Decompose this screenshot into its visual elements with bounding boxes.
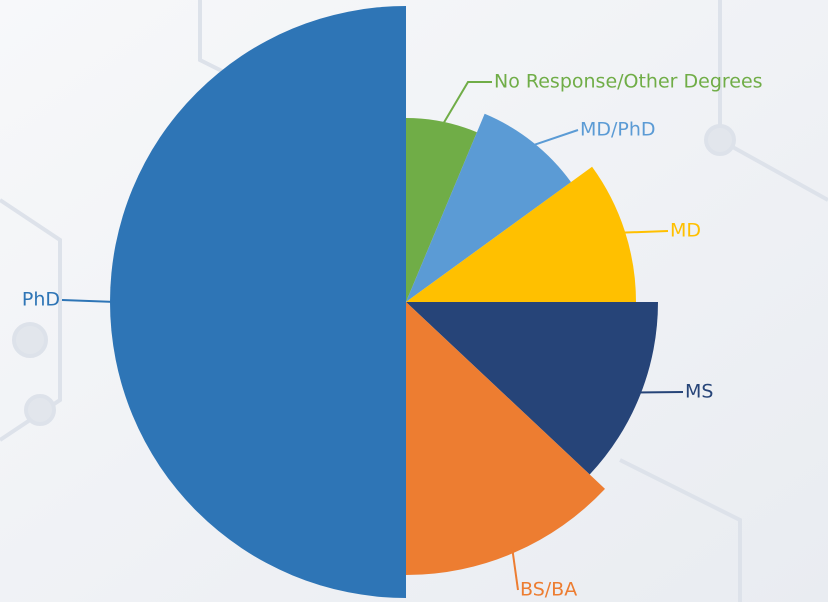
slice-label: BS/BA — [520, 579, 577, 601]
slice-label: PhD — [22, 289, 60, 311]
slice-label: MD/PhD — [580, 119, 656, 141]
chart: No Response/Other Degrees MD/PhD MD MS BS/BA… — [0, 0, 828, 602]
slice-label: No Response/Other Degrees — [494, 71, 763, 93]
page: No Response/Other Degrees MD/PhD MD MS BS/BA… — [0, 0, 828, 602]
slice-label: MS — [685, 381, 713, 403]
leader-line — [635, 392, 683, 393]
slice-label: MD — [670, 220, 701, 242]
